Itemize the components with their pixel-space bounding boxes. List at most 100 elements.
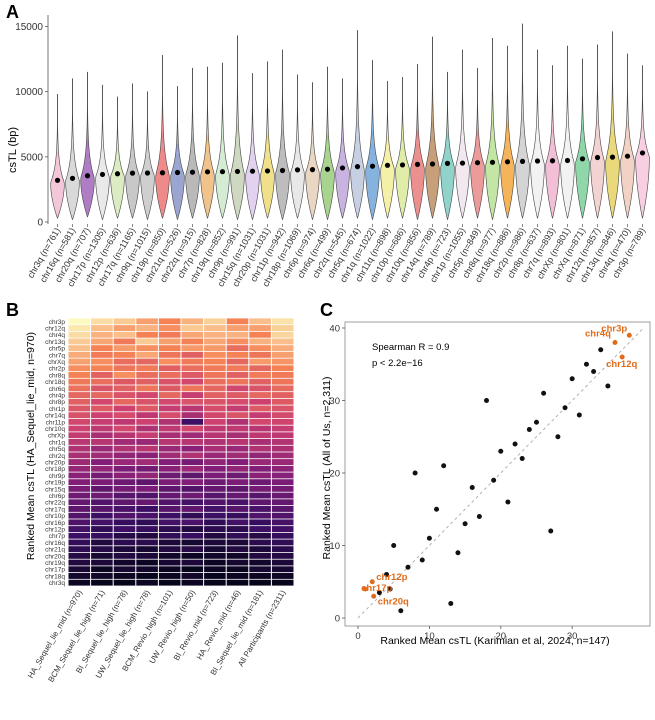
- heatmap-cell: [158, 485, 181, 492]
- heatmap-cell: [204, 358, 226, 365]
- heatmap-cell: [249, 506, 271, 512]
- heatmap-cell: [226, 573, 249, 579]
- row-label: chr4q: [49, 332, 66, 339]
- median-dot: [504, 159, 511, 165]
- heatmap-cell: [136, 425, 158, 432]
- point-label: chr17p: [361, 583, 392, 594]
- heatmap-cell: [113, 412, 136, 419]
- heatmap-cell: [68, 392, 91, 398]
- heatmap-cell: [271, 532, 294, 539]
- heatmap-cell: [271, 365, 294, 372]
- heatmap-cell: [249, 546, 271, 553]
- row-label: chr11p: [46, 419, 66, 426]
- heatmap-cell: [249, 372, 271, 378]
- heatmap-cell: [249, 499, 271, 506]
- heatmap-cell: [204, 351, 226, 358]
- identity-line: [357, 327, 644, 619]
- median-dot: [429, 161, 436, 167]
- heatmap-cell: [271, 472, 294, 479]
- heatmap-cell: [113, 358, 136, 365]
- heatmap-cell: [113, 398, 136, 405]
- heatmap-cell: [226, 432, 249, 439]
- data-point: [562, 405, 568, 411]
- heatmap-cell: [136, 405, 158, 412]
- heatmap-cell: [113, 345, 136, 352]
- heatmap-cell: [113, 539, 136, 546]
- heatmap-cell: [226, 405, 249, 412]
- heatmap-cell: [158, 378, 181, 385]
- row-label: chr18q: [45, 573, 65, 580]
- heatmap-cell: [226, 398, 249, 405]
- heatmap-cell: [91, 452, 113, 459]
- heatmap-cell: [249, 512, 271, 519]
- heatmap-cell: [158, 318, 181, 325]
- heatmap-cell: [91, 365, 113, 372]
- heatmap-cell: [136, 378, 158, 385]
- data-point: [434, 506, 440, 512]
- heatmap-cell: [249, 492, 271, 499]
- median-dot: [234, 168, 241, 175]
- heatmap-cell: [91, 418, 113, 425]
- row-label: chr12p: [45, 526, 65, 533]
- panel-label-b: B: [6, 300, 19, 320]
- heatmap-cell: [204, 372, 226, 378]
- y-axis-label: Ranked Mean csTL (HA_Sequel_lie_mid, n=9…: [25, 332, 37, 560]
- heatmap-cell: [271, 318, 294, 325]
- median-dot: [189, 169, 196, 175]
- median-dot: [54, 177, 61, 183]
- heatmap-cell: [226, 351, 249, 358]
- median-dot: [519, 158, 526, 164]
- heatmap-cell: [271, 392, 294, 398]
- violin-chr12q: [590, 44, 605, 219]
- heatmap-cell: [249, 526, 271, 532]
- heatmap-cell: [158, 552, 181, 559]
- violin-chr4q: [620, 53, 635, 219]
- heatmap-cell: [136, 432, 158, 439]
- heatmap-cell: [158, 526, 181, 532]
- heatmap-cell: [204, 331, 226, 338]
- heatmap-cell: [68, 559, 91, 566]
- row-label: chrXp: [48, 433, 65, 440]
- heatmap-cell: [68, 506, 91, 512]
- pvalue-annotation: p < 2.2e−16: [372, 358, 423, 369]
- row-label: chr20p: [45, 459, 65, 466]
- median-dot: [609, 154, 616, 160]
- heatmap-cell: [226, 365, 249, 372]
- heatmap-cell: [271, 546, 294, 553]
- median-dot: [129, 170, 136, 176]
- heatmap-cell: [249, 579, 271, 586]
- heatmap-cell: [271, 485, 294, 492]
- heatmap-cell: [249, 412, 271, 419]
- violin-chr14q: [425, 36, 440, 219]
- heatmap-cell: [271, 526, 294, 532]
- heatmap-cell: [249, 398, 271, 405]
- heatmap-cell: [91, 372, 113, 378]
- heatmap-cell: [204, 345, 226, 352]
- heatmap-cell: [68, 479, 91, 486]
- heatmap-cell: [113, 552, 136, 559]
- heatmap-cell: [113, 485, 136, 492]
- heatmap-cell: [158, 465, 181, 472]
- heatmap-cell: [113, 432, 136, 439]
- heatmap-cell: [91, 519, 113, 526]
- heatmap-cell: [249, 519, 271, 526]
- heatmap-cell: [158, 506, 181, 512]
- heatmap-cell: [204, 338, 226, 345]
- heatmap-cell: [113, 452, 136, 459]
- data-point: [491, 477, 497, 483]
- heatmap-cell: [271, 398, 294, 405]
- heatmap-cell: [91, 512, 113, 519]
- violin-chrXp: [560, 45, 575, 219]
- heatmap-cell: [181, 398, 204, 405]
- heatmap-cell: [249, 539, 271, 546]
- heatmap-cell: [271, 579, 294, 586]
- heatmap-cell: [68, 331, 91, 338]
- heatmap-cell: [136, 392, 158, 398]
- heatmap-cell: [271, 499, 294, 506]
- heatmap-cell: [136, 331, 158, 338]
- heatmap-cell: [113, 546, 136, 553]
- heatmap-cell: [271, 512, 294, 519]
- heatmap-cell: [271, 372, 294, 378]
- heatmap-cell: [136, 472, 158, 479]
